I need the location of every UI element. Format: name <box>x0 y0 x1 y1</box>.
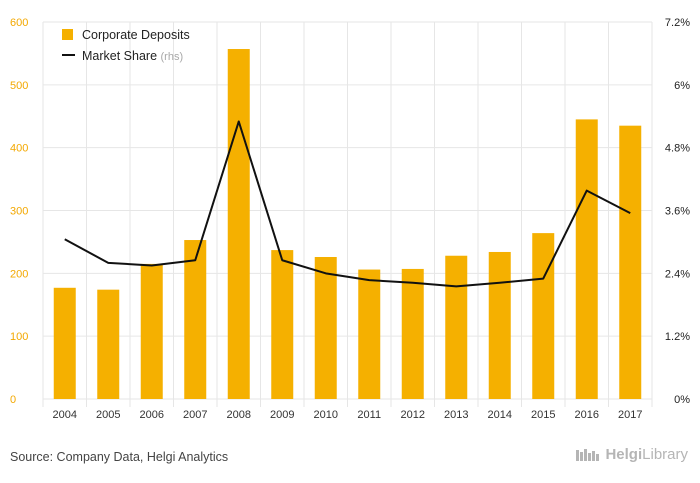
legend-label-market-share: Market Share (rhs) <box>82 49 183 63</box>
y-left-tick-label: 300 <box>10 206 28 218</box>
market-share-line <box>64 120 631 288</box>
bar <box>488 251 511 399</box>
y-right-tick-label: 6% <box>674 80 690 92</box>
bar <box>401 268 424 399</box>
x-tick-label: 2017 <box>618 409 642 421</box>
bar <box>575 119 598 400</box>
y-right-tick-label: 3.6% <box>665 206 690 218</box>
y-left-tick-label: 0 <box>10 394 16 406</box>
bar <box>445 255 468 399</box>
brand-name-part1: Helgi <box>605 446 643 463</box>
bar <box>184 240 207 399</box>
x-tick-label: 2013 <box>444 409 468 421</box>
y-left-tick-label: 100 <box>10 331 28 343</box>
x-tick-label: 2008 <box>227 409 251 421</box>
bar <box>619 125 642 400</box>
x-tick-label: 2014 <box>488 409 512 421</box>
x-tick-label: 2007 <box>183 409 207 421</box>
legend-label-deposits: Corporate Deposits <box>82 28 190 42</box>
bar <box>358 269 381 399</box>
bar <box>140 263 163 399</box>
y-left-tick-label: 500 <box>10 80 28 92</box>
bar <box>314 256 337 399</box>
x-tick-label: 2004 <box>53 409 77 421</box>
x-tick-label: 2016 <box>575 409 599 421</box>
bar <box>53 287 76 399</box>
brand-logo[interactable]: Helgi Library <box>575 446 688 463</box>
bar <box>97 289 120 399</box>
y-right-tick-label: 0% <box>674 394 690 406</box>
bar <box>227 49 250 399</box>
x-tick-label: 2005 <box>96 409 120 421</box>
y-left-tick-label: 200 <box>10 268 28 280</box>
x-tick-label: 2011 <box>357 409 381 421</box>
y-right-tick-label: 1.2% <box>665 331 690 343</box>
x-tick-label: 2012 <box>401 409 425 421</box>
y-right-tick-label: 2.4% <box>665 268 690 280</box>
footer: Source: Company Data, Helgi Analytics He… <box>0 440 700 483</box>
legend-swatch-bar <box>62 29 73 40</box>
x-tick-label: 2006 <box>140 409 164 421</box>
brand-name-part2: Library <box>642 446 688 463</box>
chart: 0 0% 100 1.2% 200 2.4% 300 3.6% 400 4.8% 500 6% 600 7… <box>10 17 690 421</box>
x-tick-label: 2009 <box>270 409 294 421</box>
x-tick-label: 2015 <box>531 409 555 421</box>
y-right-tick-label: 4.8% <box>665 143 690 155</box>
bar <box>532 233 555 399</box>
x-tick-label: 2010 <box>314 409 338 421</box>
legend-label-rhs: (rhs) <box>161 51 184 63</box>
source-note: Source: Company Data, Helgi Analytics <box>10 450 229 464</box>
bar <box>271 250 294 399</box>
y-left-tick-label: 600 <box>10 17 28 29</box>
y-right-tick-label: 7.2% <box>665 17 690 29</box>
y-left-tick-label: 400 <box>10 143 28 155</box>
library-books-icon <box>576 448 600 461</box>
